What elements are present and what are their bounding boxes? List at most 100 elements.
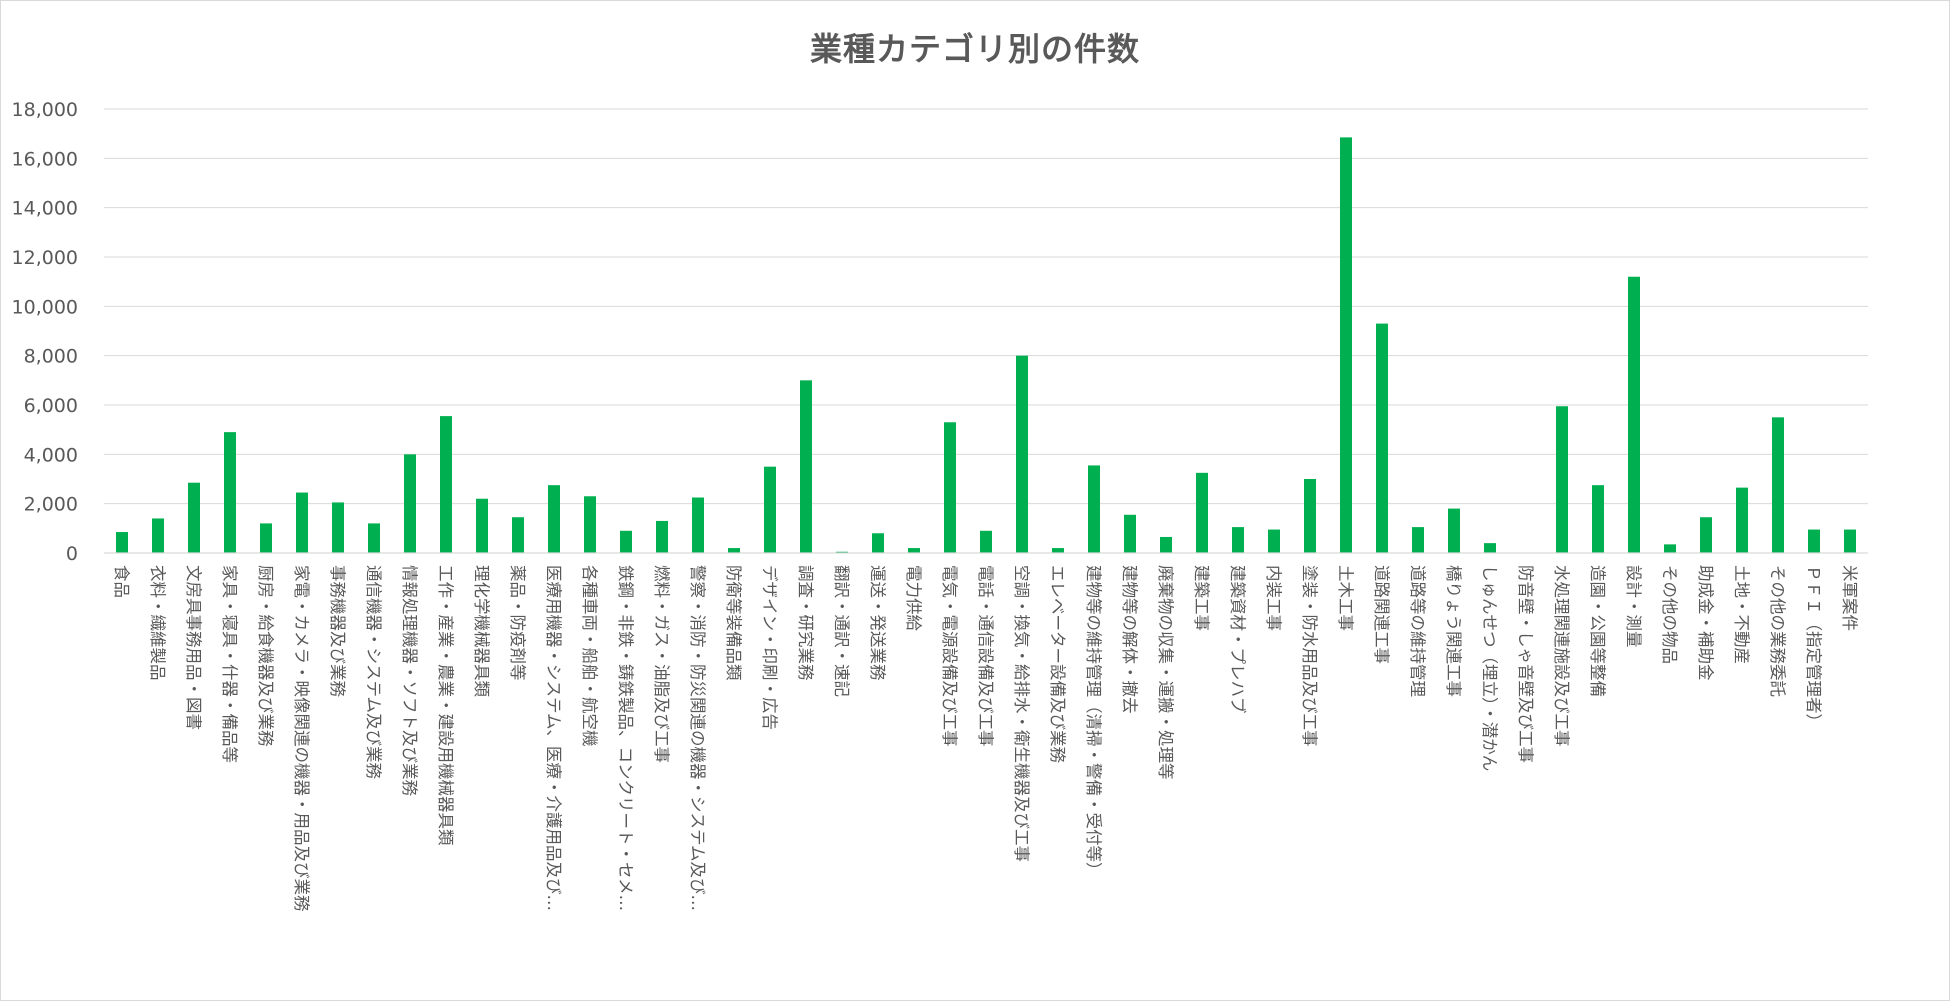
bar	[1160, 536, 1172, 553]
y-tick-label: 8,000	[24, 346, 78, 368]
bar	[1592, 485, 1604, 553]
x-category-label: 道路等の維持管理	[1408, 565, 1427, 697]
bar	[1664, 544, 1676, 553]
bar	[656, 520, 668, 553]
x-category-label: 調査・研究業務	[796, 565, 815, 681]
bar	[944, 422, 956, 553]
x-category-label: 米軍案件	[1840, 565, 1859, 631]
bar	[440, 416, 452, 553]
bar	[1016, 355, 1028, 553]
bar	[1736, 487, 1748, 553]
x-category-label: 衣料・繊維製品	[148, 565, 167, 681]
bar	[1232, 527, 1244, 553]
x-category-label: デザイン・印刷・広告	[760, 565, 780, 730]
bar	[764, 466, 776, 553]
y-tick-label: 18,000	[12, 99, 78, 121]
y-tick-label: 10,000	[12, 296, 78, 318]
x-category-label: 厨房・給食機器及び業務	[256, 565, 275, 747]
bar	[368, 523, 380, 553]
x-category-label: 土木工事	[1336, 565, 1355, 631]
x-category-label: 薬品・防疫剤等	[508, 565, 527, 681]
x-category-label: 造園・公園等整備	[1588, 565, 1607, 697]
bar	[980, 530, 992, 553]
bar	[1340, 137, 1352, 553]
x-category-label: 土地・不動産	[1732, 565, 1751, 664]
x-category-label: 建物等の維持管理（清掃・警備・受付等）	[1084, 565, 1103, 879]
x-category-label: 燃料・ガス・油脂及び工事	[652, 565, 671, 763]
x-category-label: 情報処理機器・ソフト及び業務	[400, 565, 419, 797]
bar	[728, 548, 740, 553]
x-category-label: 工作・産業・農業・建設用機械器具類	[436, 565, 455, 846]
bar	[1484, 543, 1496, 553]
bar	[1124, 514, 1136, 553]
chart-title: 業種カテゴリ別の件数	[809, 30, 1140, 68]
bar	[1196, 472, 1208, 553]
bar	[800, 380, 812, 553]
bar	[1268, 529, 1280, 553]
x-category-label: 理化学機械器具類	[472, 565, 491, 698]
bar	[1052, 548, 1064, 553]
x-category-label: 事務機器及び業務	[328, 565, 347, 698]
bar	[152, 518, 164, 553]
bar	[1700, 517, 1712, 553]
x-category-label: 警察・消防・防災関連の機器・システム及び…	[688, 565, 707, 911]
y-tick-label: 2,000	[24, 494, 78, 516]
x-category-label: 防衛等装備品類	[724, 565, 743, 681]
bar	[1808, 529, 1820, 553]
x-category-label: 防音壁・しゃ音壁及び工事	[1516, 565, 1535, 763]
bar	[260, 523, 272, 553]
x-category-label: 内装工事	[1264, 565, 1283, 631]
bar	[1304, 479, 1316, 553]
x-category-label: 運送・発送業務	[868, 565, 887, 681]
x-category-label: 建築資材・プレハブ	[1228, 565, 1248, 714]
bar	[1448, 508, 1460, 553]
x-category-label: 橋りょう関連工事	[1444, 565, 1463, 697]
x-category-label: 建物等の解体・撤去	[1120, 565, 1139, 714]
x-category-label: 電力供給	[904, 565, 923, 632]
bar	[512, 517, 524, 553]
x-category-label: 廃棄物の収集・運搬・処理等	[1156, 565, 1175, 780]
x-category-label: 家具・寝具・什器・備品等	[220, 565, 240, 763]
x-category-label: 食品	[112, 565, 131, 598]
bar	[1412, 527, 1424, 553]
bar	[1628, 276, 1640, 553]
bar	[404, 454, 416, 553]
bar	[548, 485, 560, 553]
x-category-label: 建築工事	[1192, 565, 1211, 631]
x-category-label: 電気・電源設備及び工事	[940, 565, 959, 747]
x-category-label: 鉄鋼・非鉄・鋳鉄製品、コンクリート・セメ…	[616, 565, 635, 911]
y-tick-label: 4,000	[24, 444, 78, 466]
y-tick-label: 0	[66, 543, 78, 565]
bar	[188, 482, 200, 553]
x-category-label: ＰＦＩ（指定管理者）	[1804, 565, 1823, 730]
bar	[476, 498, 488, 553]
bar	[116, 532, 128, 553]
bar	[296, 492, 308, 553]
x-category-label: 文房具事務用品・図書	[184, 565, 203, 730]
bar	[1376, 323, 1388, 553]
bar	[1088, 465, 1100, 553]
x-category-label: 塗装・防水用品及び工事	[1300, 565, 1320, 747]
x-category-label: 助成金・補助金	[1696, 565, 1715, 681]
y-tick-label: 14,000	[12, 198, 78, 220]
bar	[872, 533, 884, 553]
x-category-label: エレベーター設備及び業務	[1048, 565, 1067, 764]
x-category-label: 通信機器・システム及び業務	[364, 565, 383, 780]
bar	[332, 502, 344, 553]
y-tick-label: 16,000	[12, 148, 78, 170]
x-category-label: 家電・カメラ・映像関連の機器・用品及び業務	[292, 565, 311, 912]
bar	[584, 496, 596, 553]
y-tick-label: 6,000	[24, 395, 78, 417]
bar	[908, 548, 920, 553]
x-category-label: しゅんせつ（埋立）・潜かん	[1480, 565, 1499, 771]
x-category-label: 設計・測量	[1624, 565, 1643, 648]
x-category-label: その他の物品	[1660, 565, 1679, 664]
x-category-label: 電話・通信設備及び工事	[976, 565, 995, 747]
bar	[620, 530, 632, 553]
x-category-label: 翻訳・通訳・速記	[832, 565, 851, 697]
x-category-label: 医療用機器・システム、医療・介護用品及び…	[544, 565, 563, 911]
x-category-label: 道路関連工事	[1372, 565, 1391, 664]
y-tick-label: 12,000	[12, 247, 78, 269]
